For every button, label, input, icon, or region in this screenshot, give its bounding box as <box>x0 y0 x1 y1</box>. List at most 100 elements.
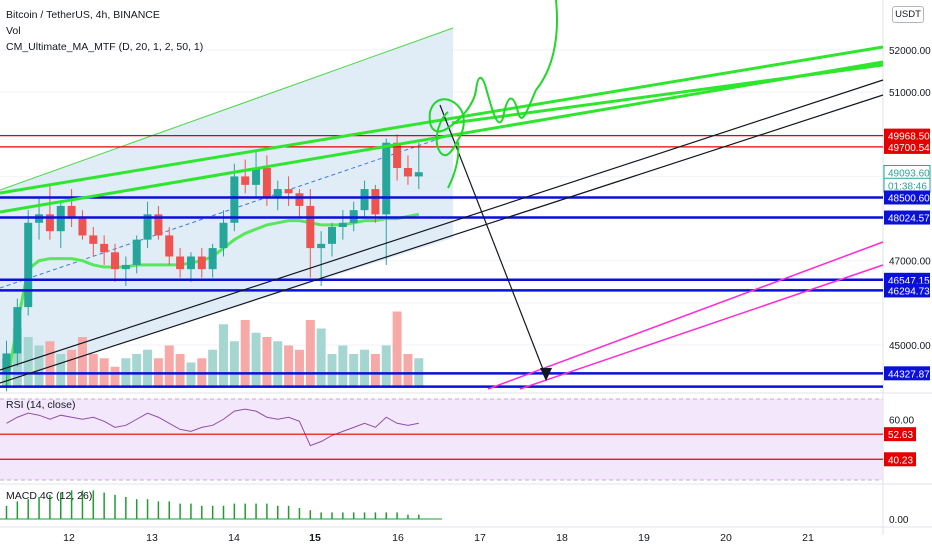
volume-bar <box>284 345 294 388</box>
candle <box>165 227 174 265</box>
projection-arrow-head <box>540 368 552 381</box>
macd-bar <box>92 490 95 519</box>
time-axis-label: 20 <box>720 532 732 544</box>
rsi-legend[interactable]: RSI (14, close) <box>6 399 76 411</box>
macd-bar <box>114 494 116 519</box>
volume-bar <box>143 349 153 388</box>
volume-bar <box>327 354 337 388</box>
macd-bar <box>266 503 268 519</box>
macd-pane: 0.00 <box>0 490 909 526</box>
candle <box>154 205 163 240</box>
volume-bar <box>164 345 174 388</box>
macd-bar <box>190 503 192 519</box>
candle <box>306 189 315 278</box>
svg-text:01:38:46: 01:38:46 <box>888 181 927 192</box>
time-axis-label: 13 <box>146 532 158 544</box>
price-badge: 46294.73 <box>884 283 930 298</box>
price-badge: 48024.57 <box>884 210 930 225</box>
magenta-pitchfork-2[interactable] <box>519 264 884 390</box>
time-axis-label: 12 <box>63 532 75 544</box>
macd-bar <box>331 512 333 519</box>
volume-bar <box>208 349 218 388</box>
regression-channel-upper <box>0 27 454 191</box>
svg-text:46294.73: 46294.73 <box>888 286 930 297</box>
volume-bar <box>294 349 304 388</box>
price-axis-label: 52000.00 <box>889 46 931 57</box>
svg-text:52.63: 52.63 <box>888 430 913 441</box>
time-axis-label: 14 <box>228 532 240 544</box>
macd-bar <box>38 497 40 519</box>
svg-text:49968.50: 49968.50 <box>888 132 930 143</box>
svg-text:48024.57: 48024.57 <box>888 214 930 225</box>
time-axis[interactable]: 12 13 14 15 16 17 18 19 20 21 <box>63 532 814 544</box>
volume-bar <box>88 354 98 388</box>
candle <box>67 189 76 227</box>
svg-text:49093.60: 49093.60 <box>888 168 930 179</box>
price-badge: 01:38:46 <box>883 177 931 193</box>
price-badge: 49093.60 <box>883 164 931 180</box>
price-badge: 46547.15 <box>884 272 930 287</box>
green-trendline-3[interactable] <box>451 63 884 125</box>
macd-bar <box>81 490 84 519</box>
candle <box>132 235 141 274</box>
magenta-pitchfork-1[interactable] <box>487 241 884 390</box>
volume-bar <box>305 320 315 388</box>
black-trendline-1[interactable] <box>0 79 884 371</box>
candle <box>24 210 33 316</box>
candle <box>176 248 185 278</box>
currency-button[interactable]: USDT <box>892 6 924 23</box>
svg-text:49700.54: 49700.54 <box>888 143 930 154</box>
macd-bar <box>244 503 246 519</box>
candle <box>89 227 98 257</box>
macd-bar <box>418 514 420 519</box>
candle <box>393 134 402 181</box>
candle <box>45 184 54 240</box>
macd-bar <box>233 503 236 519</box>
rsi-pane: 60.00 52.63 40.23 <box>0 408 916 467</box>
svg-text:48500.60: 48500.60 <box>888 193 930 204</box>
macd-bar <box>363 512 366 519</box>
macd-bar <box>103 492 105 519</box>
volume-bar <box>370 354 380 388</box>
svg-text:46547.15: 46547.15 <box>888 276 930 287</box>
volume-bar <box>45 341 55 388</box>
candle <box>295 189 304 219</box>
volume-bar <box>67 349 77 388</box>
macd-bar <box>396 512 398 519</box>
macd-bar <box>70 490 73 519</box>
volume-bar <box>110 366 120 388</box>
black-trendline-2[interactable] <box>0 94 884 384</box>
drawing-tools[interactable] <box>0 0 884 390</box>
volume-bar <box>240 320 250 388</box>
macd-bar <box>298 508 301 519</box>
volume-bar <box>338 345 348 388</box>
candle <box>111 243 119 282</box>
macd-bar <box>157 501 160 519</box>
chart-title: Bitcoin / TetherUS, 4h, BINANCE <box>6 9 160 21</box>
candle <box>273 180 282 211</box>
time-axis-label: 21 <box>802 532 814 544</box>
candle <box>121 256 130 286</box>
price-badge: 48500.60 <box>884 190 930 205</box>
macd-bar <box>407 514 409 519</box>
ma-legend[interactable]: CM_Ultimate_MA_MTF (D, 20, 1, 2, 50, 1) <box>6 41 204 53</box>
green-trendline-2[interactable] <box>0 60 884 214</box>
rsi-axis-label: 60.00 <box>889 415 914 426</box>
price-badge: 49968.50 <box>884 128 930 143</box>
rsi-band <box>0 399 883 480</box>
volume-bar <box>273 341 283 388</box>
macd-bar <box>16 501 19 519</box>
macd-bar <box>309 510 312 519</box>
macd-bar <box>135 499 138 519</box>
macd-bar <box>179 503 181 519</box>
freehand-drawing[interactable] <box>428 0 558 189</box>
regression-channel-median <box>0 133 454 289</box>
macd-legend[interactable]: MACD 4C (12, 26) <box>6 490 93 502</box>
price-axis-label: 47000.00 <box>889 257 931 268</box>
svg-text:40.23: 40.23 <box>888 455 913 466</box>
time-axis-label: 18 <box>556 532 568 544</box>
price-axis[interactable]: 52000.00 51000.00 47000.00 45000.00 49968.50… <box>883 46 931 381</box>
volume-legend[interactable]: Vol <box>6 25 21 37</box>
time-axis-label: 15 <box>309 532 321 544</box>
